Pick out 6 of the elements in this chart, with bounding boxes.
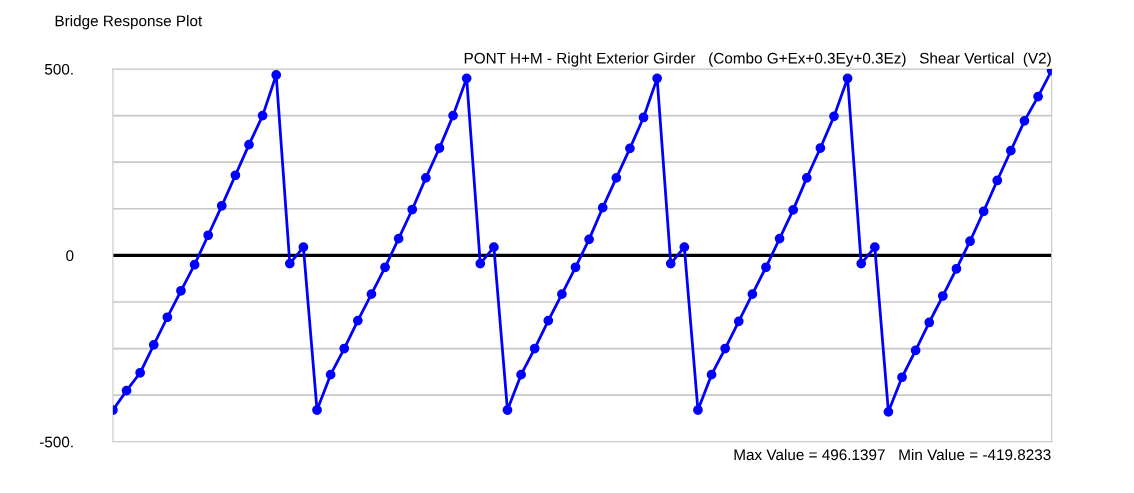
y-tick-label: 500. [44, 63, 73, 75]
text: Max Value = 496.1397 Min Value = -419.8233 [734, 448, 1051, 461]
chart-title: Bridge Response Plot [55, 15, 203, 30]
chart-subtitle: PONT H+M - Right Exterior Girder (Combo G+Ex+0.3Ey+0.3Ez) Shear Vertical (V2) [464, 52, 1051, 67]
y-tick-label: -500. [39, 436, 73, 448]
y-tick-label: 0 [66, 250, 74, 262]
